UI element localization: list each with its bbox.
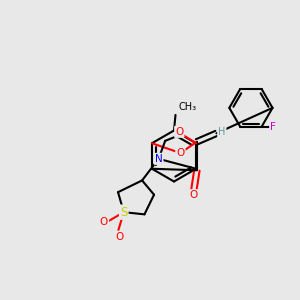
Text: S: S [120,206,127,219]
Text: O: O [175,127,183,137]
Text: O: O [116,232,124,242]
Text: F: F [270,122,276,132]
Text: O: O [190,190,198,200]
Text: N: N [155,154,163,164]
Text: O: O [176,148,184,158]
Text: O: O [100,217,108,227]
Text: H: H [218,127,226,137]
Text: CH₃: CH₃ [178,102,196,112]
